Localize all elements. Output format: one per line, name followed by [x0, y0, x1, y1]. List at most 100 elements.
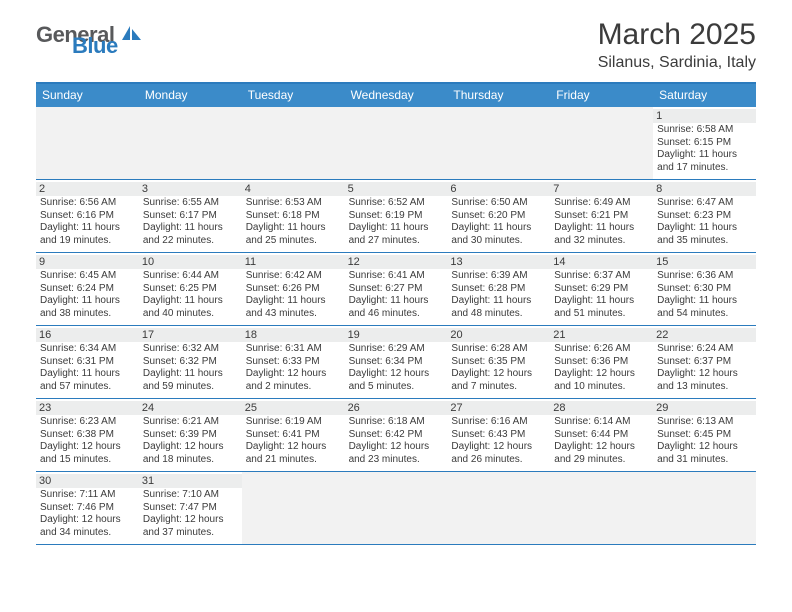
- weekday-label: Thursday: [447, 84, 550, 107]
- sunrise-text: Sunrise: 6:45 AM: [40, 270, 135, 283]
- sunset-text: Sunset: 6:33 PM: [246, 356, 341, 369]
- calendar-week: 2Sunrise: 6:56 AMSunset: 6:16 PMDaylight…: [36, 180, 756, 253]
- sunset-text: Sunset: 6:37 PM: [657, 356, 752, 369]
- header: General Blue March 2025 Silanus, Sardini…: [0, 0, 792, 76]
- day-info: Sunrise: 6:24 AMSunset: 6:37 PMDaylight:…: [657, 343, 752, 393]
- sunrise-text: Sunrise: 6:39 AM: [451, 270, 546, 283]
- daylight-text: Daylight: 12 hours and 34 minutes.: [40, 514, 135, 539]
- calendar-cell: 5Sunrise: 6:52 AMSunset: 6:19 PMDaylight…: [345, 180, 448, 252]
- calendar-cell: 14Sunrise: 6:37 AMSunset: 6:29 PMDayligh…: [550, 253, 653, 325]
- calendar-cell: 8Sunrise: 6:47 AMSunset: 6:23 PMDaylight…: [653, 180, 756, 252]
- day-number: 17: [139, 328, 242, 342]
- day-number: 7: [550, 182, 653, 196]
- calendar-cell: 4Sunrise: 6:53 AMSunset: 6:18 PMDaylight…: [242, 180, 345, 252]
- day-number: 28: [550, 401, 653, 415]
- calendar-week: 23Sunrise: 6:23 AMSunset: 6:38 PMDayligh…: [36, 399, 756, 472]
- sunset-text: Sunset: 6:19 PM: [349, 210, 444, 223]
- month-title: March 2025: [598, 18, 756, 52]
- calendar-cell: 19Sunrise: 6:29 AMSunset: 6:34 PMDayligh…: [345, 326, 448, 398]
- daylight-text: Daylight: 11 hours and 17 minutes.: [657, 149, 752, 174]
- daylight-text: Daylight: 12 hours and 2 minutes.: [246, 368, 341, 393]
- title-block: March 2025 Silanus, Sardinia, Italy: [598, 18, 756, 72]
- sunrise-text: Sunrise: 7:10 AM: [143, 489, 238, 502]
- daylight-text: Daylight: 12 hours and 15 minutes.: [40, 441, 135, 466]
- calendar-cell: 27Sunrise: 6:16 AMSunset: 6:43 PMDayligh…: [447, 399, 550, 471]
- sunset-text: Sunset: 6:43 PM: [451, 429, 546, 442]
- sunset-text: Sunset: 6:31 PM: [40, 356, 135, 369]
- day-number: 22: [653, 328, 756, 342]
- sunset-text: Sunset: 6:20 PM: [451, 210, 546, 223]
- sunrise-text: Sunrise: 6:52 AM: [349, 197, 444, 210]
- sunset-text: Sunset: 6:26 PM: [246, 283, 341, 296]
- calendar-cell: 18Sunrise: 6:31 AMSunset: 6:33 PMDayligh…: [242, 326, 345, 398]
- sunrise-text: Sunrise: 6:24 AM: [657, 343, 752, 356]
- day-number: 29: [653, 401, 756, 415]
- sunrise-text: Sunrise: 6:19 AM: [246, 416, 341, 429]
- sunset-text: Sunset: 6:45 PM: [657, 429, 752, 442]
- day-number: 27: [447, 401, 550, 415]
- day-number: 19: [345, 328, 448, 342]
- sunrise-text: Sunrise: 6:58 AM: [657, 124, 752, 137]
- daylight-text: Daylight: 11 hours and 51 minutes.: [554, 295, 649, 320]
- sunset-text: Sunset: 6:16 PM: [40, 210, 135, 223]
- sunset-text: Sunset: 6:32 PM: [143, 356, 238, 369]
- day-number: 10: [139, 255, 242, 269]
- daylight-text: Daylight: 12 hours and 18 minutes.: [143, 441, 238, 466]
- day-info: Sunrise: 6:42 AMSunset: 6:26 PMDaylight:…: [246, 270, 341, 320]
- weekday-label: Sunday: [36, 84, 139, 107]
- sunrise-text: Sunrise: 6:14 AM: [554, 416, 649, 429]
- calendar-cell: 26Sunrise: 6:18 AMSunset: 6:42 PMDayligh…: [345, 399, 448, 471]
- sunset-text: Sunset: 6:38 PM: [40, 429, 135, 442]
- weekday-label: Tuesday: [242, 84, 345, 107]
- weekday-label: Friday: [550, 84, 653, 107]
- sunrise-text: Sunrise: 6:37 AM: [554, 270, 649, 283]
- daylight-text: Daylight: 12 hours and 37 minutes.: [143, 514, 238, 539]
- sunset-text: Sunset: 7:47 PM: [143, 502, 238, 515]
- calendar-week: 9Sunrise: 6:45 AMSunset: 6:24 PMDaylight…: [36, 253, 756, 326]
- day-number: 30: [36, 474, 139, 488]
- daylight-text: Daylight: 12 hours and 23 minutes.: [349, 441, 444, 466]
- day-number: 25: [242, 401, 345, 415]
- day-number: 26: [345, 401, 448, 415]
- calendar-week: 1Sunrise: 6:58 AMSunset: 6:15 PMDaylight…: [36, 107, 756, 180]
- day-number: 5: [345, 182, 448, 196]
- calendar-cell: 7Sunrise: 6:49 AMSunset: 6:21 PMDaylight…: [550, 180, 653, 252]
- sunrise-text: Sunrise: 6:50 AM: [451, 197, 546, 210]
- day-info: Sunrise: 6:50 AMSunset: 6:20 PMDaylight:…: [451, 197, 546, 247]
- day-info: Sunrise: 6:41 AMSunset: 6:27 PMDaylight:…: [349, 270, 444, 320]
- day-info: Sunrise: 6:47 AMSunset: 6:23 PMDaylight:…: [657, 197, 752, 247]
- sunset-text: Sunset: 6:15 PM: [657, 137, 752, 150]
- sunset-text: Sunset: 6:42 PM: [349, 429, 444, 442]
- sunrise-text: Sunrise: 6:23 AM: [40, 416, 135, 429]
- calendar-cell: 11Sunrise: 6:42 AMSunset: 6:26 PMDayligh…: [242, 253, 345, 325]
- day-number: 3: [139, 182, 242, 196]
- day-info: Sunrise: 7:10 AMSunset: 7:47 PMDaylight:…: [143, 489, 238, 539]
- day-info: Sunrise: 6:36 AMSunset: 6:30 PMDaylight:…: [657, 270, 752, 320]
- weekday-header: SundayMondayTuesdayWednesdayThursdayFrid…: [36, 84, 756, 107]
- daylight-text: Daylight: 11 hours and 57 minutes.: [40, 368, 135, 393]
- daylight-text: Daylight: 11 hours and 25 minutes.: [246, 222, 341, 247]
- calendar-cell-blank: [242, 107, 345, 179]
- daylight-text: Daylight: 12 hours and 26 minutes.: [451, 441, 546, 466]
- day-info: Sunrise: 6:13 AMSunset: 6:45 PMDaylight:…: [657, 416, 752, 466]
- calendar-cell: 15Sunrise: 6:36 AMSunset: 6:30 PMDayligh…: [653, 253, 756, 325]
- daylight-text: Daylight: 11 hours and 43 minutes.: [246, 295, 341, 320]
- logo-text-blue: Blue: [72, 37, 143, 56]
- day-number: 23: [36, 401, 139, 415]
- sunset-text: Sunset: 6:25 PM: [143, 283, 238, 296]
- day-number: 2: [36, 182, 139, 196]
- day-number: 11: [242, 255, 345, 269]
- sunset-text: Sunset: 6:27 PM: [349, 283, 444, 296]
- sunset-text: Sunset: 6:21 PM: [554, 210, 649, 223]
- calendar-cell-blank: [550, 107, 653, 179]
- sunrise-text: Sunrise: 6:49 AM: [554, 197, 649, 210]
- calendar-cell: 22Sunrise: 6:24 AMSunset: 6:37 PMDayligh…: [653, 326, 756, 398]
- daylight-text: Daylight: 12 hours and 5 minutes.: [349, 368, 444, 393]
- sunrise-text: Sunrise: 6:36 AM: [657, 270, 752, 283]
- sunrise-text: Sunrise: 6:16 AM: [451, 416, 546, 429]
- calendar-cell-blank: [447, 107, 550, 179]
- day-info: Sunrise: 6:34 AMSunset: 6:31 PMDaylight:…: [40, 343, 135, 393]
- calendar-cell: 6Sunrise: 6:50 AMSunset: 6:20 PMDaylight…: [447, 180, 550, 252]
- calendar-cell: 20Sunrise: 6:28 AMSunset: 6:35 PMDayligh…: [447, 326, 550, 398]
- calendar-cell: 28Sunrise: 6:14 AMSunset: 6:44 PMDayligh…: [550, 399, 653, 471]
